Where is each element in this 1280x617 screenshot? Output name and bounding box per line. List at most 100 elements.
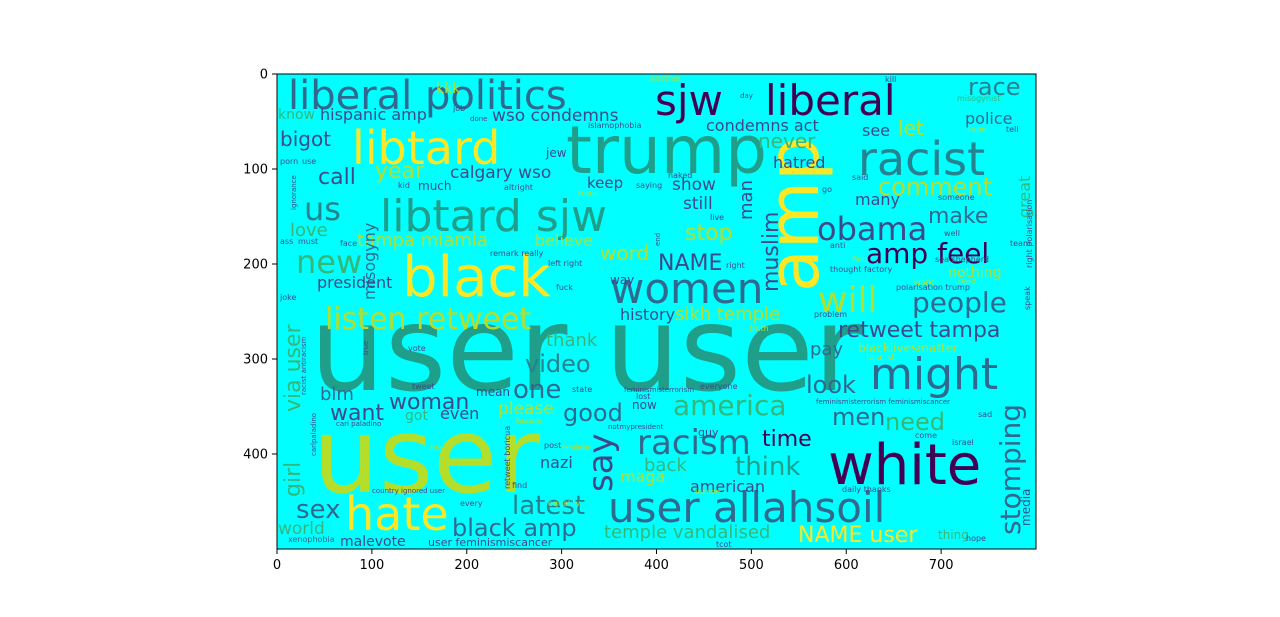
cloud-word: black amp bbox=[452, 514, 577, 542]
cloud-word: hope bbox=[966, 534, 986, 543]
cloud-word: media bbox=[1019, 489, 1033, 526]
cloud-word: time bbox=[762, 427, 812, 452]
cloud-word: president bbox=[317, 273, 392, 292]
cloud-word: got bbox=[405, 408, 428, 424]
cloud-word: much bbox=[418, 179, 452, 193]
cloud-word: sikh temple bbox=[675, 304, 780, 325]
cloud-word: call bbox=[318, 165, 356, 190]
cloud-word: nothing bbox=[948, 265, 1001, 281]
cloud-word: make bbox=[928, 204, 988, 229]
cloud-word: love bbox=[290, 220, 328, 241]
cloud-word: still bbox=[683, 194, 713, 214]
x-tick-label: 400 bbox=[644, 558, 669, 573]
cloud-word: good bbox=[563, 399, 623, 427]
cloud-word: ignorance bbox=[290, 175, 298, 210]
cloud-word: misogyny bbox=[360, 223, 379, 300]
cloud-word: mean bbox=[476, 385, 510, 399]
cloud-word: feminismisterrorism feminismiscancer bbox=[816, 398, 950, 406]
cloud-word: listen retweet bbox=[325, 302, 531, 337]
cloud-word: lost bbox=[636, 392, 650, 401]
cloud-word: america bbox=[673, 389, 787, 422]
cloud-word: blacklivesmatter bbox=[858, 341, 958, 355]
cloud-word: thing bbox=[938, 528, 969, 542]
cloud-word: notmypresident bbox=[608, 423, 664, 431]
cloud-word: islamophobia bbox=[588, 121, 642, 130]
y-tick-label: 100 bbox=[243, 163, 268, 178]
cloud-word: let bbox=[898, 116, 924, 140]
cloud-word: keep bbox=[587, 174, 623, 192]
cloud-word: NAME bbox=[658, 251, 722, 276]
cloud-word: trump bbox=[566, 112, 767, 189]
x-tick-label: 700 bbox=[929, 558, 954, 573]
cloud-word: racist antiracism bbox=[300, 336, 308, 395]
cloud-word: live bbox=[710, 213, 724, 222]
cloud-word: post bbox=[544, 441, 561, 450]
cloud-word: hate bbox=[345, 487, 449, 541]
cloud-word: everyone bbox=[700, 382, 738, 391]
cloud-word: well bbox=[944, 229, 960, 238]
cloud-word: please bbox=[498, 399, 554, 419]
cloud-word: world bbox=[278, 519, 325, 539]
cloud-word: new bbox=[296, 243, 362, 281]
cloud-word: joke bbox=[279, 293, 296, 302]
cloud-word: user allahsoil bbox=[608, 483, 885, 532]
y-tick-label: 200 bbox=[243, 258, 268, 273]
cloud-word: police bbox=[965, 109, 1012, 128]
cloud-word: anti bbox=[830, 241, 845, 250]
cloud-word: problem bbox=[814, 310, 847, 319]
cloud-word: must bbox=[298, 237, 318, 246]
cloud-word: equality bbox=[548, 499, 581, 508]
cloud-word: amp feel bbox=[866, 237, 989, 270]
cloud-word: wso condemns bbox=[492, 106, 619, 126]
cloud-word: guy bbox=[698, 426, 719, 439]
cloud-word: bigot bbox=[280, 127, 331, 151]
cloud-word: said bbox=[852, 173, 868, 182]
cloud-word: user user bbox=[310, 280, 863, 418]
cloud-word: video bbox=[525, 350, 591, 378]
cloud-word: latest bbox=[512, 491, 585, 521]
cloud-word: misogynist bbox=[957, 94, 1001, 103]
cloud-word: comment bbox=[878, 173, 992, 201]
cloud-word: one bbox=[513, 375, 561, 405]
cloud-word: porn bbox=[280, 157, 298, 166]
cloud-word: need bbox=[885, 408, 945, 436]
cloud-word: NAME user bbox=[798, 523, 918, 548]
y-tick-label: 0 bbox=[260, 68, 268, 83]
cloud-word: come bbox=[915, 431, 937, 440]
cloud-word: us bbox=[304, 190, 341, 228]
cloud-word: tcot bbox=[716, 540, 732, 549]
cloud-word: women bbox=[610, 264, 763, 313]
cloud-word: american bbox=[690, 477, 765, 496]
cloud-word: vote bbox=[408, 344, 426, 353]
cloud-word: polarisation trump bbox=[896, 283, 970, 292]
cloud-word: every bbox=[460, 499, 483, 508]
cloud-word: liberal bbox=[765, 76, 896, 125]
cloud-word: malevote bbox=[340, 534, 406, 550]
cloud-word: tweet bbox=[412, 382, 435, 391]
cloud-word: liberal politics bbox=[288, 73, 567, 119]
cloud-word: might bbox=[870, 349, 998, 400]
cloud-word: stomping bbox=[994, 404, 1027, 535]
cloud-word: sad bbox=[978, 410, 992, 419]
cloud-word: another bbox=[650, 74, 682, 83]
cloud-word: thought factory bbox=[830, 265, 892, 274]
cloud-word: kid bbox=[398, 181, 410, 190]
cloud-word: rape bbox=[968, 125, 986, 134]
cloud-word: truth bbox=[749, 324, 769, 333]
cloud-word: see bbox=[862, 121, 890, 140]
cloud-word: think bbox=[735, 452, 800, 482]
cloud-word: show bbox=[672, 175, 716, 195]
cloud-word: condemns act bbox=[706, 116, 819, 135]
cloud-word: muslim bbox=[759, 212, 784, 293]
cloud-word: white bbox=[828, 433, 981, 498]
cloud-word: word bbox=[600, 241, 649, 265]
cloud-word: find bbox=[512, 481, 527, 490]
cloud-word: retweet boricua bbox=[503, 426, 512, 489]
y-axis: 0 100 200 300 400 bbox=[243, 68, 277, 463]
y-tick-label: 300 bbox=[243, 353, 268, 368]
x-tick-label: 600 bbox=[834, 558, 859, 573]
cloud-word: first bbox=[852, 255, 868, 264]
cloud-word: racist bbox=[858, 132, 985, 186]
cloud-word: temple vandalised bbox=[604, 522, 770, 543]
